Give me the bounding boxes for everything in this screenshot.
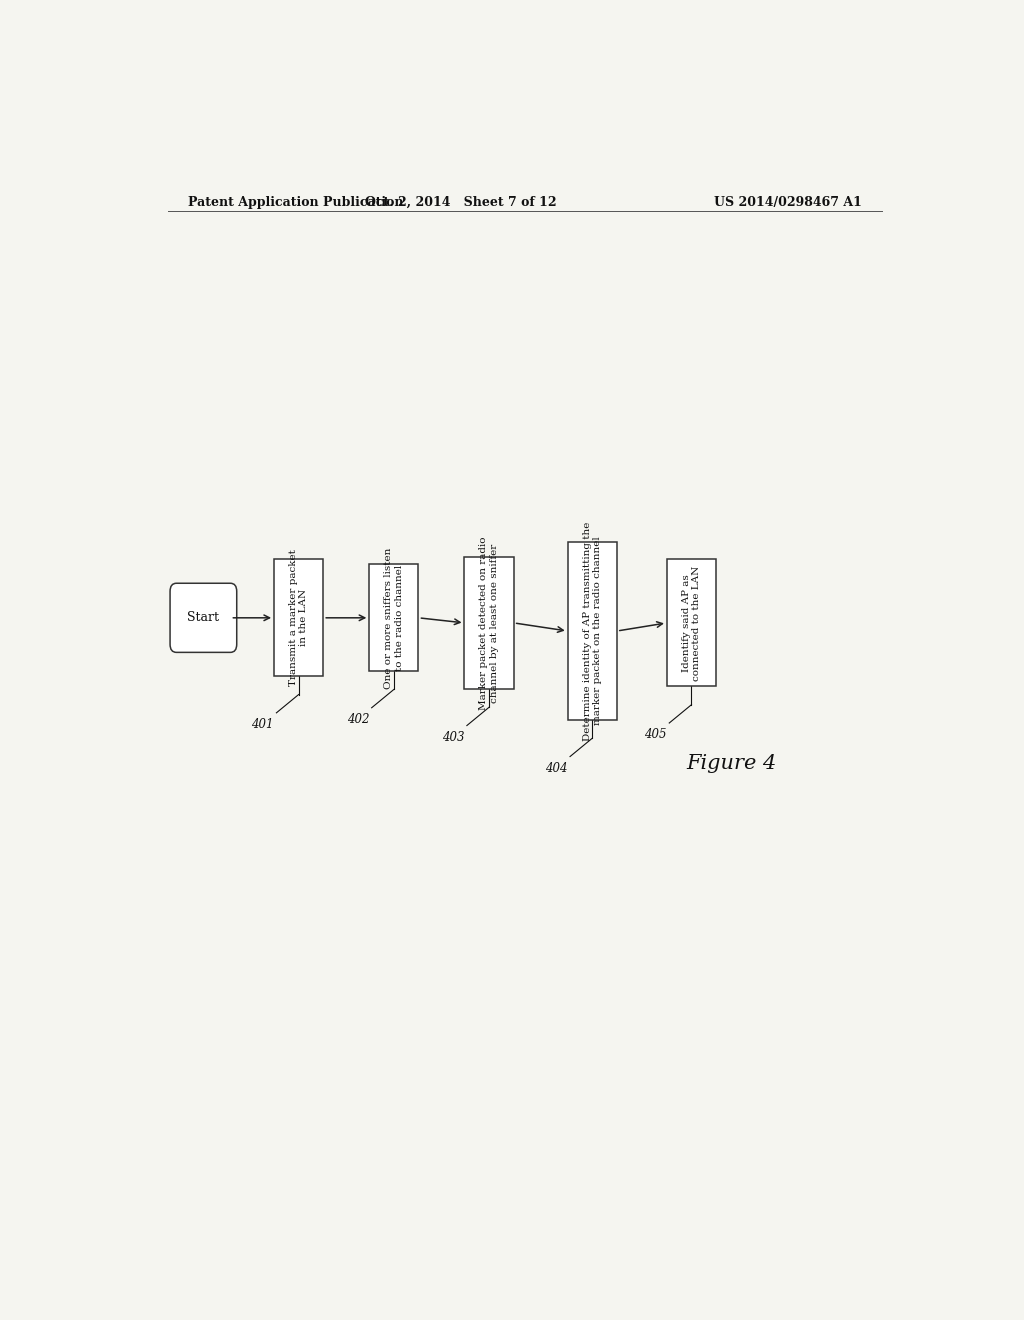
Bar — [465, 557, 514, 689]
Text: 404: 404 — [545, 762, 567, 775]
Text: Oct. 2, 2014   Sheet 7 of 12: Oct. 2, 2014 Sheet 7 of 12 — [366, 195, 557, 209]
Text: Identify said AP as
connected to the LAN: Identify said AP as connected to the LAN — [682, 565, 701, 681]
Bar — [567, 543, 616, 719]
Text: Transmit a marker packet
in the LAN: Transmit a marker packet in the LAN — [289, 549, 308, 686]
Bar — [274, 560, 324, 676]
Bar — [370, 565, 419, 671]
Text: 403: 403 — [442, 731, 465, 743]
Text: 405: 405 — [644, 729, 667, 741]
Text: 402: 402 — [347, 713, 370, 726]
Text: Figure 4: Figure 4 — [686, 754, 776, 772]
Text: 401: 401 — [252, 718, 274, 731]
Text: Start: Start — [187, 611, 219, 624]
Text: Patent Application Publication: Patent Application Publication — [187, 195, 403, 209]
Text: US 2014/0298467 A1: US 2014/0298467 A1 — [714, 195, 862, 209]
Text: Marker packet detected on radio
channel by at least one sniffer: Marker packet detected on radio channel … — [479, 536, 499, 710]
Text: One or more sniffers listen
to the radio channel: One or more sniffers listen to the radio… — [384, 546, 403, 689]
Text: Determine identity of AP transmitting the
marker packet on the radio channel: Determine identity of AP transmitting th… — [583, 521, 602, 741]
Bar — [667, 560, 716, 686]
FancyBboxPatch shape — [170, 583, 237, 652]
